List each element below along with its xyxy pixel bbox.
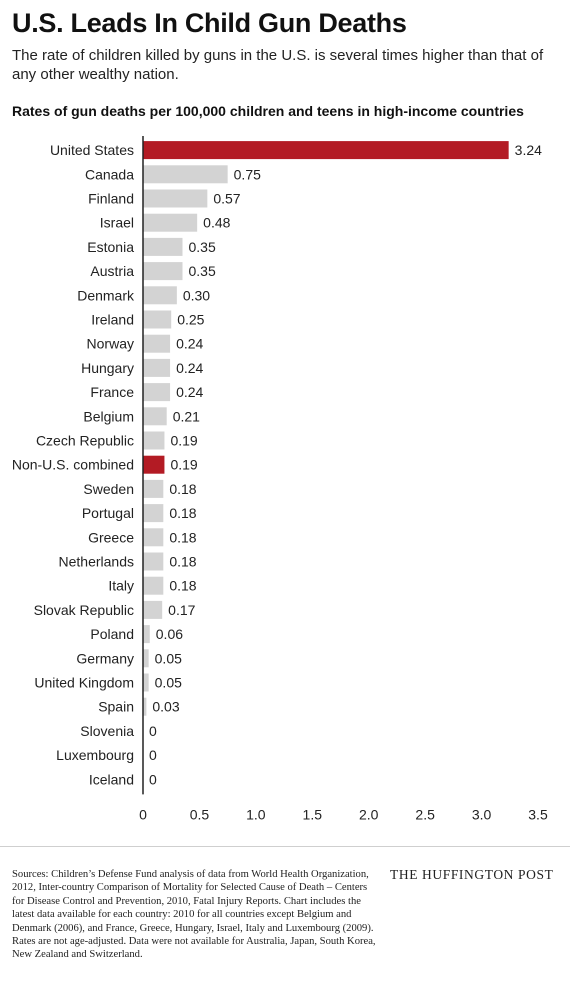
bar-poland <box>143 625 150 644</box>
category-label-canada: Canada <box>85 166 134 182</box>
bar-denmark <box>143 286 177 305</box>
brand-logo: THE HUFFINGTON POST <box>390 867 554 882</box>
value-label-slovenia: 0 <box>149 723 157 739</box>
category-label-ireland: Ireland <box>91 312 134 328</box>
value-label-iceland: 0 <box>149 771 157 787</box>
bar-israel <box>143 213 198 232</box>
category-label-poland: Poland <box>90 626 134 642</box>
value-label-hungary: 0.24 <box>176 360 203 376</box>
bar-france <box>143 383 171 402</box>
bar-netherlands <box>143 552 164 571</box>
category-label-netherlands: Netherlands <box>59 554 135 570</box>
category-label-germany: Germany <box>76 650 134 666</box>
value-label-non-u-s-combined: 0.19 <box>170 457 197 473</box>
bar-greece <box>143 528 164 547</box>
category-label-slovenia: Slovenia <box>80 723 134 739</box>
bar-belgium <box>143 407 167 426</box>
category-label-estonia: Estonia <box>87 239 134 255</box>
x-tick-label: 0 <box>139 806 147 822</box>
category-label-sweden: Sweden <box>83 481 134 497</box>
category-label-spain: Spain <box>98 699 134 715</box>
category-label-united-states: United States <box>50 142 134 158</box>
bar-united-states <box>143 141 509 160</box>
bar-czech-republic <box>143 431 165 450</box>
value-label-greece: 0.18 <box>169 529 196 545</box>
value-label-norway: 0.24 <box>176 336 203 352</box>
category-label-non-u-s-combined: Non-U.S. combined <box>12 457 134 473</box>
category-label-hungary: Hungary <box>81 360 134 376</box>
value-label-spain: 0.03 <box>152 699 179 715</box>
value-label-germany: 0.05 <box>155 650 182 666</box>
value-label-united-states: 3.24 <box>515 142 542 158</box>
value-label-israel: 0.48 <box>203 215 230 231</box>
category-label-slovak-republic: Slovak Republic <box>34 602 134 618</box>
value-label-italy: 0.18 <box>169 578 196 594</box>
category-label-czech-republic: Czech Republic <box>36 433 134 449</box>
category-label-united-kingdom: United Kingdom <box>34 675 134 691</box>
category-label-belgium: Belgium <box>83 408 134 424</box>
bar-portugal <box>143 504 164 523</box>
x-tick-label: 1.5 <box>303 806 323 822</box>
bar-hungary <box>143 358 171 377</box>
bar-estonia <box>143 237 183 256</box>
category-label-italy: Italy <box>108 578 134 594</box>
footer-divider <box>0 846 570 847</box>
value-label-portugal: 0.18 <box>169 505 196 521</box>
category-label-france: France <box>90 384 134 400</box>
value-label-france: 0.24 <box>176 384 203 400</box>
value-label-finland: 0.57 <box>213 191 240 207</box>
value-label-united-kingdom: 0.05 <box>155 675 182 691</box>
chart-title: Rates of gun deaths per 100,000 children… <box>12 103 524 119</box>
category-label-israel: Israel <box>100 215 134 231</box>
value-label-ireland: 0.25 <box>177 312 204 328</box>
bar-austria <box>143 262 183 281</box>
bar-slovak-republic <box>143 600 163 619</box>
x-tick-label: 0.5 <box>190 806 210 822</box>
value-label-slovak-republic: 0.17 <box>168 602 195 618</box>
x-tick-label: 1.0 <box>246 806 266 822</box>
category-label-portugal: Portugal <box>82 505 134 521</box>
bar-canada <box>143 165 228 184</box>
category-label-finland: Finland <box>88 191 134 207</box>
sources-note: Sources: Children’s Defense Fund analysi… <box>12 869 376 961</box>
bar-italy <box>143 576 164 595</box>
value-label-belgium: 0.21 <box>173 408 200 424</box>
bar-sweden <box>143 479 164 498</box>
x-tick-label: 3.5 <box>528 806 548 822</box>
bar-non-u-s-combined <box>143 455 165 474</box>
value-label-netherlands: 0.18 <box>169 554 196 570</box>
bar-spain <box>143 697 147 716</box>
x-tick-label: 2.5 <box>415 806 435 822</box>
bar-ireland <box>143 310 172 329</box>
value-label-czech-republic: 0.19 <box>170 433 197 449</box>
value-label-sweden: 0.18 <box>169 481 196 497</box>
bar-norway <box>143 334 171 353</box>
category-label-luxembourg: Luxembourg <box>56 747 134 763</box>
category-label-denmark: Denmark <box>77 287 135 303</box>
x-tick-label: 2.0 <box>359 806 379 822</box>
value-label-canada: 0.75 <box>234 166 261 182</box>
page-title: U.S. Leads In Child Gun Deaths <box>12 8 407 38</box>
value-label-austria: 0.35 <box>189 263 216 279</box>
x-tick-label: 3.0 <box>472 806 492 822</box>
value-label-poland: 0.06 <box>156 626 183 642</box>
category-label-austria: Austria <box>90 263 134 279</box>
bar-finland <box>143 189 208 208</box>
value-label-estonia: 0.35 <box>189 239 216 255</box>
category-label-greece: Greece <box>88 529 134 545</box>
value-label-denmark: 0.30 <box>183 287 210 303</box>
page-subtitle: The rate of children killed by guns in t… <box>12 47 544 83</box>
value-label-luxembourg: 0 <box>149 747 157 763</box>
category-label-norway: Norway <box>87 336 134 352</box>
category-label-iceland: Iceland <box>89 771 134 787</box>
bar-chart: United States 3.24 Canada 0.75 Finland 0.57 Is… <box>12 136 548 822</box>
bar-united-kingdom <box>143 673 149 692</box>
bar-germany <box>143 649 149 668</box>
